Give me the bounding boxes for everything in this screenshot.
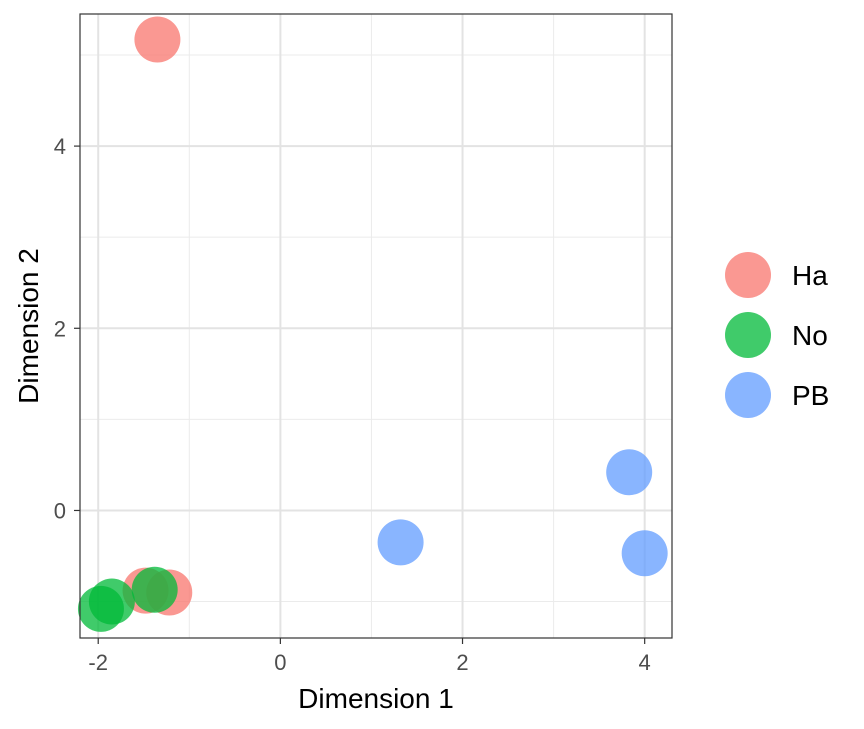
major-gridlines: [80, 14, 672, 638]
legend-label-no: No: [792, 320, 828, 351]
x-tick-labels: -2 0 2 4: [88, 650, 650, 675]
x-tick-label: 4: [639, 650, 651, 675]
legend: Ha No PB: [725, 252, 829, 418]
y-axis-title: Dimension 2: [13, 248, 44, 404]
data-point-pb: [377, 519, 424, 566]
legend-key-no: [725, 312, 771, 358]
y-tick-labels: 0 2 4: [54, 134, 66, 523]
legend-key-pb: [725, 372, 771, 418]
axis-ticks: [74, 145, 646, 644]
panel-background: [80, 14, 672, 638]
x-axis-title: Dimension 1: [298, 683, 454, 714]
y-tick-label: 2: [54, 316, 66, 341]
data-point-ha: [134, 16, 181, 63]
data-point-pb: [621, 530, 668, 577]
legend-label-pb: PB: [792, 380, 829, 411]
x-tick-label: 0: [274, 650, 286, 675]
legend-key-ha: [725, 252, 771, 298]
x-tick-label: 2: [456, 650, 468, 675]
data-points: [77, 16, 668, 632]
y-tick-label: 0: [54, 498, 66, 523]
legend-label-ha: Ha: [792, 260, 828, 291]
x-tick-label: -2: [88, 650, 108, 675]
panel-border: [79, 13, 673, 639]
data-point-pb: [606, 449, 653, 496]
data-point-no: [131, 566, 178, 613]
y-tick-label: 4: [54, 134, 66, 159]
data-point-no: [77, 585, 124, 632]
